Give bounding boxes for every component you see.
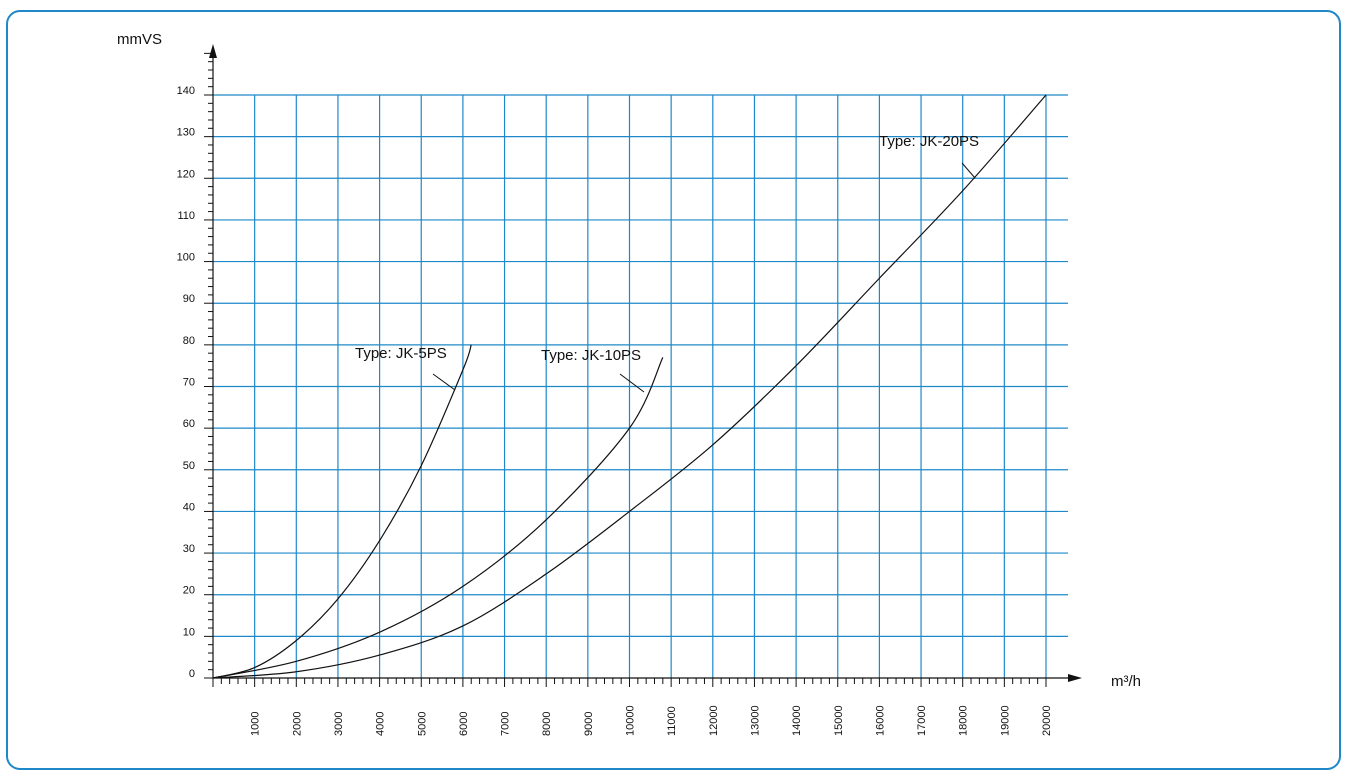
y-tick-label: 140 xyxy=(177,85,195,97)
x-tick-label: 11000 xyxy=(666,706,678,736)
series-label-jk-5ps: Type: JK-5PS xyxy=(355,345,447,362)
x-tick-label: 16000 xyxy=(874,705,886,736)
x-axis-label: m³/h xyxy=(1111,673,1141,690)
y-tick-label: 20 xyxy=(183,585,195,597)
y-tick-label: 60 xyxy=(183,418,195,430)
y-tick-label: 100 xyxy=(177,252,195,264)
series-labels: Type: JK-5PS Type: JK-10PS Type: JK-20PS xyxy=(355,133,979,393)
x-axis-arrow xyxy=(1068,674,1082,682)
x-tick-label: 8000 xyxy=(541,712,553,736)
series-curves xyxy=(212,94,1047,679)
x-tick-label: 5000 xyxy=(416,712,428,736)
x-tick-label: 18000 xyxy=(958,705,970,736)
x-tick-label: 2000 xyxy=(291,712,303,736)
y-tick-label: 50 xyxy=(183,460,195,472)
x-tick-label: 12000 xyxy=(708,705,720,736)
x-tick-label: 4000 xyxy=(375,712,387,736)
x-tick-label: 1000 xyxy=(250,712,262,736)
leader-line-jk-5ps xyxy=(432,373,456,391)
leader-line-jk-20ps xyxy=(961,162,976,179)
y-tick-label: 0 xyxy=(189,668,195,680)
x-tick-label: 3000 xyxy=(333,712,345,736)
x-tick-label: 15000 xyxy=(833,705,845,736)
tick-labels: 0 10 20 30 40 50 60 70 80 90 100 110 120 130 140 1000 20… xyxy=(177,85,1053,736)
x-tick-label: 10000 xyxy=(625,705,637,736)
x-tick-label: 20000 xyxy=(1041,705,1053,736)
y-tick-label: 120 xyxy=(177,168,195,180)
leader-line-jk-10ps xyxy=(619,373,645,393)
y-tick-label: 130 xyxy=(177,127,195,139)
series-label-jk-20ps: Type: JK-20PS xyxy=(879,133,979,150)
x-tick-label: 9000 xyxy=(583,712,595,736)
x-tick-label: 19000 xyxy=(999,705,1011,736)
y-tick-label: 10 xyxy=(183,626,195,638)
y-tick-label: 30 xyxy=(183,543,195,555)
y-tick-label: 70 xyxy=(183,377,195,389)
series-label-jk-10ps: Type: JK-10PS xyxy=(541,347,641,364)
x-tick-label: 6000 xyxy=(458,712,470,736)
x-tick-label: 14000 xyxy=(791,705,803,736)
series-line xyxy=(212,344,472,679)
series-line xyxy=(212,94,1047,679)
x-tick-label: 17000 xyxy=(916,705,928,736)
y-tick-label: 110 xyxy=(177,210,195,222)
y-tick-label: 80 xyxy=(183,335,195,347)
x-tick-label: 7000 xyxy=(500,712,512,736)
y-axis-arrow xyxy=(209,44,217,58)
axes xyxy=(204,44,1082,687)
x-tick-label: 13000 xyxy=(749,705,761,736)
grid xyxy=(213,94,1068,678)
y-axis-label: mmVS xyxy=(117,31,162,48)
series-line xyxy=(212,357,664,679)
y-tick-label: 90 xyxy=(183,293,195,305)
y-tick-label: 40 xyxy=(183,501,195,513)
